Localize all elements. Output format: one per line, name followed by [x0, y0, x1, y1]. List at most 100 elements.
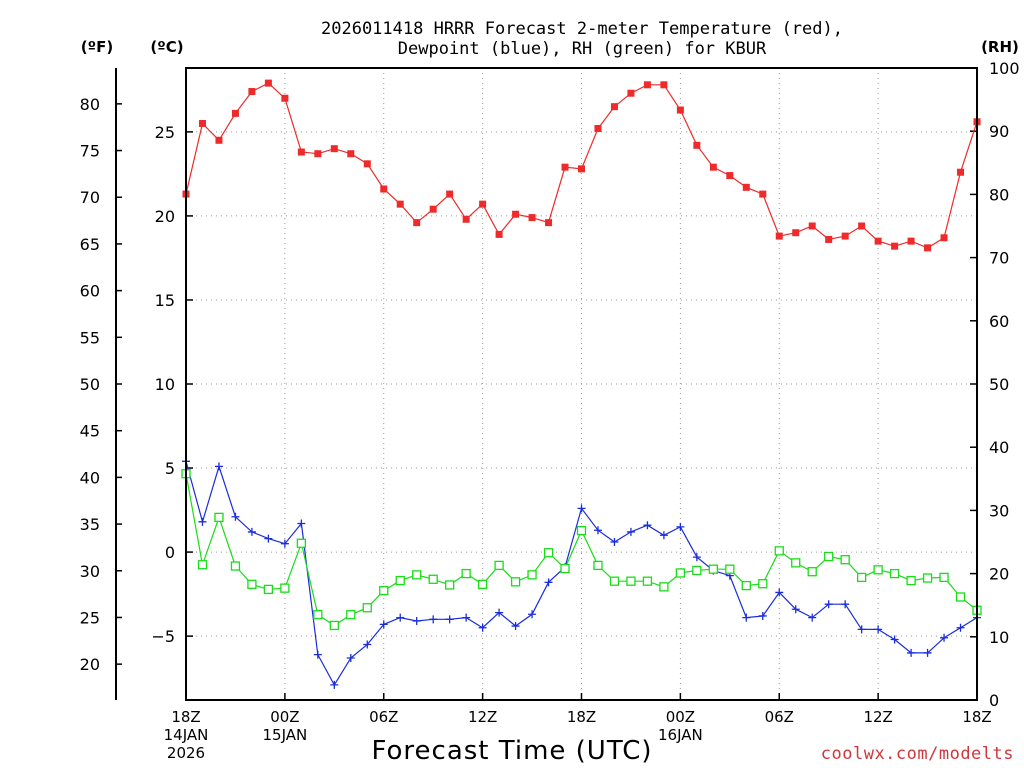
temperature-point — [248, 88, 256, 96]
celsius-tick-label: −5 — [151, 627, 175, 646]
celsius-tick-label: 0 — [165, 543, 175, 562]
temperature-point — [940, 234, 948, 242]
watermark-link[interactable]: coolwx.com/modelts — [820, 744, 1014, 764]
dewpoint-point — [544, 578, 553, 587]
rh-point — [329, 620, 339, 631]
rh-point — [922, 573, 933, 583]
rh-point — [889, 568, 900, 579]
temperature-point — [512, 210, 520, 218]
temperature-point — [561, 163, 569, 171]
rh-point — [856, 572, 867, 583]
rh-point — [659, 582, 669, 592]
rh-point — [560, 563, 570, 574]
temperature-point — [231, 109, 239, 117]
temperature-point — [495, 230, 503, 238]
fahrenheit-tick-label: 70 — [80, 188, 100, 207]
temperature-point — [808, 222, 816, 230]
temperature-point — [578, 165, 585, 173]
celsius-tick-label: 10 — [155, 375, 175, 394]
celsius-axis: 25 20 15 10 5 0 −5 — [151, 123, 193, 646]
rh-point — [362, 603, 372, 613]
dewpoint-point — [775, 588, 784, 597]
temperature-point — [891, 242, 899, 250]
dewpoint-point — [593, 526, 602, 535]
rh-tick-label: 90 — [989, 122, 1009, 141]
rh-tick-label: 30 — [989, 501, 1009, 520]
celsius-tick-label: 25 — [155, 123, 175, 142]
rh-point — [725, 564, 735, 574]
rh-point — [791, 558, 801, 568]
rh-point — [543, 548, 554, 558]
time-tick-label: 16JAN — [658, 726, 703, 744]
time-tick-label: 06Z — [765, 708, 794, 726]
dewpoint-point — [297, 519, 306, 528]
dewpoint-point — [956, 623, 965, 632]
celsius-unit-label: (ºC) — [150, 38, 183, 56]
temperature-point — [792, 229, 800, 237]
temperature-point — [660, 81, 668, 89]
fahrenheit-tick-label: 60 — [80, 282, 100, 301]
time-tick-label: 18Z — [171, 708, 200, 726]
dewpoint-point — [940, 633, 949, 642]
dewpoint-point — [824, 600, 833, 609]
rh-point — [477, 579, 488, 589]
fahrenheit-tick-label: 50 — [80, 375, 100, 394]
rh-point — [642, 576, 653, 586]
dewpoint-point — [626, 527, 635, 536]
celsius-tick-label: 5 — [165, 459, 175, 478]
dewpoint-point — [495, 608, 504, 617]
time-tick-label: 00Z — [666, 708, 695, 726]
rh-point — [346, 610, 356, 620]
rh-point — [576, 525, 587, 536]
dewpoint-point — [478, 623, 487, 632]
rh-point — [807, 567, 817, 577]
dewpoint-point — [379, 620, 388, 629]
rh-point — [461, 568, 471, 579]
rh-point — [675, 568, 686, 578]
dewpoint-point — [214, 462, 223, 471]
temperature-point — [594, 125, 602, 133]
dewpoint-point — [445, 615, 454, 624]
rh-point — [263, 584, 274, 595]
dewpoint-point — [857, 625, 866, 634]
temperature-point — [545, 219, 553, 227]
rh-point — [494, 560, 504, 571]
temperature-point — [643, 81, 651, 89]
series-rh — [181, 469, 982, 631]
rh-point — [741, 580, 751, 591]
temperature-point — [314, 150, 322, 158]
temperature-point — [907, 237, 915, 245]
time-tick-label: 12Z — [863, 708, 892, 726]
rh-point — [230, 561, 241, 571]
dewpoint-point — [890, 635, 899, 644]
dewpoint-point — [742, 613, 751, 622]
rh-point — [428, 574, 438, 584]
rh-point — [692, 565, 702, 576]
time-tick-label: 18Z — [962, 708, 991, 726]
rh-point — [395, 575, 405, 586]
dewpoint-point — [330, 680, 339, 689]
temperature-point — [363, 160, 371, 168]
dewpoint-point — [643, 521, 652, 530]
dewpoint-point — [231, 512, 240, 521]
celsius-tick-label: 20 — [155, 207, 175, 226]
rh-point — [379, 586, 389, 596]
fahrenheit-tick-label: 30 — [80, 562, 100, 581]
temperature-point — [396, 200, 404, 208]
dewpoint-point — [511, 622, 520, 631]
time-tick-label: 06Z — [369, 708, 398, 726]
rh-point — [626, 576, 636, 586]
dewpoint-point — [363, 640, 372, 649]
fahrenheit-tick-label: 20 — [80, 655, 100, 674]
dewpoint-point — [198, 517, 207, 526]
dewpoint-point — [396, 613, 405, 622]
dewpoint-point — [907, 648, 916, 657]
dewpoint-point — [264, 534, 273, 543]
temperature-point — [198, 119, 206, 127]
rh-point — [510, 577, 521, 587]
temperature-point — [215, 136, 223, 144]
time-tick-label: 18Z — [567, 708, 596, 726]
rh-tick-label: 20 — [989, 565, 1009, 584]
celsius-tick-label: 15 — [155, 291, 175, 310]
